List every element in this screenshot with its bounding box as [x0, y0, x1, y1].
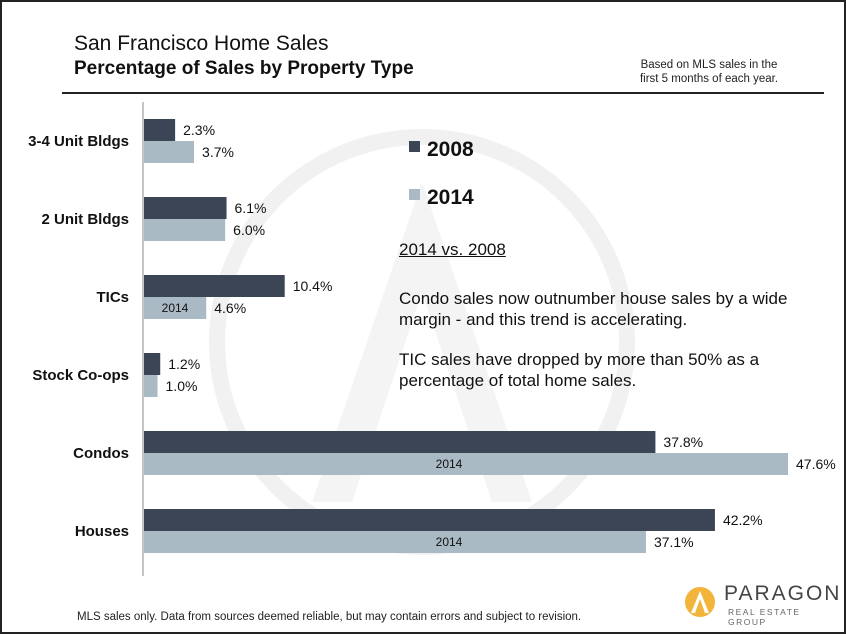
- data-label-condos-2014: 47.6%: [796, 456, 836, 472]
- inbar-label-condos: 2014: [436, 457, 463, 471]
- chart-title: San Francisco Home Sales: [74, 32, 329, 55]
- inbar-label-houses: 2014: [436, 535, 463, 549]
- data-label-2-unit-bldgs-2008: 6.1%: [235, 200, 267, 216]
- bar-stock-co-ops-2014: [144, 375, 158, 397]
- category-label-stock-co-ops: Stock Co-ops: [32, 367, 129, 384]
- paragon-logo: PARAGON REAL ESTATE GROUP: [684, 582, 839, 627]
- bar-3-4-unit-bldgs-2014: [144, 141, 195, 163]
- data-label-stock-co-ops-2014: 1.0%: [166, 378, 198, 394]
- bar-2-unit-bldgs-2008: [144, 197, 227, 219]
- data-label-2-unit-bldgs-2014: 6.0%: [233, 222, 265, 238]
- bar-tics-2008: [144, 275, 285, 297]
- bar-3-4-unit-bldgs-2008: [144, 119, 176, 141]
- bar-condos-2008: [144, 431, 656, 453]
- bar-stock-co-ops-2008: [144, 353, 161, 375]
- data-label-3-4-unit-bldgs-2008: 2.3%: [183, 122, 215, 138]
- bar-tics-2014: [144, 297, 207, 319]
- bar-2-unit-bldgs-2014: [144, 219, 226, 241]
- title-divider: [62, 92, 824, 94]
- logo-wordmark: PARAGON: [724, 582, 842, 605]
- bar-houses-2008: [144, 509, 715, 531]
- category-label-tics: TICs: [96, 289, 129, 306]
- category-label-3-4-unit-bldgs: 3-4 Unit Bldgs: [28, 133, 129, 150]
- data-label-stock-co-ops-2008: 1.2%: [168, 356, 200, 372]
- bar-chart: 3-4 Unit Bldgs 2.3% 3.7% 2 Unit Bldgs 6.1% 6.…: [28, 102, 836, 576]
- data-label-3-4-unit-bldgs-2014: 3.7%: [202, 144, 234, 160]
- footer-disclaimer: MLS sales only. Data from sources deemed…: [77, 611, 582, 623]
- annotation-paragraph-2: TIC sales have dropped by more than 50% …: [399, 350, 760, 390]
- data-label-tics-2014: 4.6%: [214, 300, 246, 316]
- source-note-line2: first 5 months of each year.: [639, 73, 779, 85]
- data-label-tics-2008: 10.4%: [293, 278, 333, 294]
- data-label-houses-2008: 42.2%: [723, 512, 763, 528]
- legend-swatch-2014: [409, 189, 420, 200]
- category-label-houses: Houses: [75, 523, 129, 540]
- source-note-line1: Based on MLS sales in the: [640, 59, 778, 71]
- chart-subtitle: Percentage of Sales by Property Type: [74, 58, 414, 79]
- legend-label-2008: 2008: [427, 138, 474, 161]
- category-label-2-unit-bldgs: 2 Unit Bldgs: [41, 211, 129, 228]
- source-note: Based on MLS sales in the first 5 months…: [614, 58, 804, 86]
- inbar-label-tics: 2014: [162, 301, 189, 315]
- bar-condos-2014: [144, 453, 788, 475]
- annotation-heading: 2014 vs. 2008: [399, 240, 506, 259]
- legend-swatch-2008: [409, 141, 420, 152]
- legend-label-2014: 2014: [427, 186, 474, 209]
- category-label-condos: Condos: [73, 445, 129, 462]
- data-label-condos-2008: 37.8%: [663, 434, 703, 450]
- logo-tagline: REAL ESTATE GROUP: [728, 607, 801, 627]
- paragon-logo-icon: [685, 587, 715, 617]
- data-label-houses-2014: 37.1%: [654, 534, 694, 550]
- bar-houses-2014: [144, 531, 646, 553]
- annotation-paragraph-1: Condo sales now outnumber house sales by…: [399, 289, 788, 329]
